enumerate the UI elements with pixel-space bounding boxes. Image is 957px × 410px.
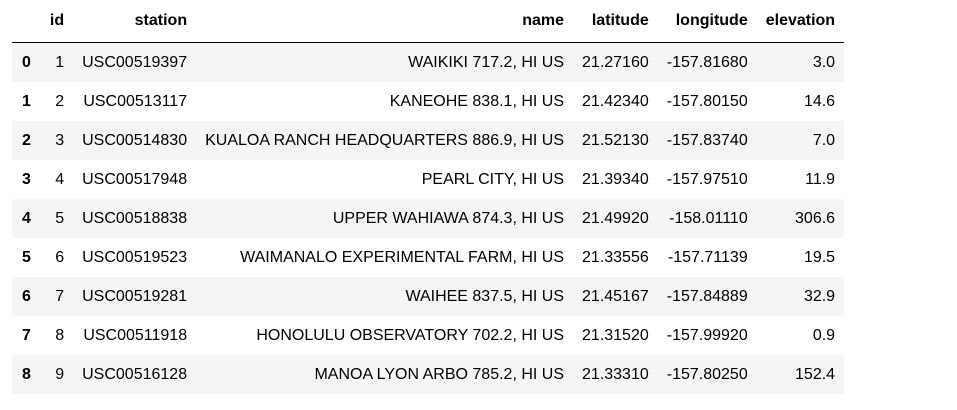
station-cell: USC00519281 [82,287,188,305]
table-row: 3 4 USC00517948 PEARL CITY, HI US 21.39340 -1… [12,160,845,199]
latitude-cell: 21.49920 [582,209,649,227]
latitude-cell: 21.39340 [582,170,649,188]
id-cell: 5 [55,209,65,227]
latitude-cell: 21.42340 [582,92,649,110]
row-index-cell: 0 [22,53,31,71]
longitude-cell: -157.80150 [666,92,748,110]
table-row: 8 9 USC00516128 MANOA LYON ARBO 785.2, HI U… [12,355,845,394]
table-row: 6 7 USC00519281 WAIHEE 837.5, HI US 21.45167… [12,277,845,316]
id-cell: 8 [55,326,65,344]
elevation-cell: 7.0 [812,131,836,149]
latitude-cell: 21.33310 [582,365,649,383]
longitude-cell: -157.97510 [666,170,748,188]
elevation-cell: 19.5 [803,248,836,266]
table-header: id station name latitude longitude eleva… [12,0,845,43]
row-index-cell: 3 [22,170,31,188]
table-row: 2 3 USC00514830 KUALOA RANCH HEADQUARTERS 8… [12,121,845,160]
id-cell: 2 [55,92,65,110]
latitude-cell: 21.27160 [582,53,649,71]
row-index-cell: 8 [22,365,31,383]
longitude-cell: -157.81680 [666,53,748,71]
dataframe-table: id station name latitude longitude eleva… [12,0,845,394]
row-index-cell: 4 [22,209,31,227]
table-row: 4 5 USC00518838 UPPER WAHIAWA 874.3, HI US 2… [12,199,845,238]
name-cell: KUALOA RANCH HEADQUARTERS 886.9, HI US [205,131,565,149]
longitude-cell: -157.99920 [666,326,748,344]
row-index-cell: 6 [22,287,31,305]
station-cell: USC00516128 [82,365,188,383]
station-cell: USC00519397 [82,53,188,71]
name-cell: KANEOHE 838.1, HI US [389,92,565,110]
elevation-cell: 11.9 [805,170,836,188]
longitude-cell: -157.83740 [666,131,748,149]
elevation-cell: 3.0 [812,53,836,71]
row-index-cell: 7 [22,326,31,344]
latitude-cell: 21.33556 [582,248,649,266]
longitude-cell: -158.01110 [669,209,748,227]
header-index [12,0,41,43]
header-id: id [40,0,74,43]
table-row: 1 2 USC00513117 KANEOHE 838.1, HI US 21.4234… [12,82,845,121]
station-cell: USC00517948 [82,170,188,188]
station-cell: USC00514830 [82,131,188,149]
longitude-cell: -157.71139 [667,248,748,266]
table-row: 7 8 USC00511918 HONOLULU OBSERVATORY 702.2,… [12,316,845,355]
station-cell: USC00511918 [83,326,188,344]
elevation-cell: 14.6 [803,92,836,110]
elevation-cell: 152.4 [795,365,836,383]
latitude-cell: 21.31520 [582,326,649,344]
row-index-cell: 5 [22,248,31,266]
row-index-cell: 1 [22,92,31,110]
longitude-cell: -157.84889 [666,287,748,305]
name-cell: PEARL CITY, HI US [421,170,565,188]
longitude-cell: -157.80250 [666,365,748,383]
header-station: station [73,0,197,43]
station-cell: USC00519523 [82,248,188,266]
elevation-cell: 306.6 [795,209,836,227]
header-longitude: longitude [657,0,757,43]
id-cell: 3 [55,131,65,149]
table-row: 0 1 USC00519397 WAIKIKI 717.2, HI US 21.2716… [12,42,845,82]
name-cell: WAIMANALO EXPERIMENTAL FARM, HI US [240,248,565,266]
header-row: id station name latitude longitude eleva… [12,0,845,43]
name-cell: UPPER WAHIAWA 874.3, HI US [332,209,565,227]
header-elevation: elevation [756,0,845,43]
id-cell: 6 [55,248,65,266]
id-cell: 4 [55,170,65,188]
elevation-cell: 0.9 [812,326,836,344]
name-cell: MANOA LYON ARBO 785.2, HI US [314,365,565,383]
row-index-cell: 2 [22,131,31,149]
elevation-cell: 32.9 [803,287,836,305]
table-body: 0 1 USC00519397 WAIKIKI 717.2, HI US 21.2716… [12,42,845,394]
header-name: name [196,0,574,43]
id-cell: 1 [55,53,65,71]
station-cell: USC00518838 [82,209,188,227]
latitude-cell: 21.45167 [582,287,649,305]
latitude-cell: 21.52130 [582,131,649,149]
id-cell: 9 [55,365,65,383]
header-latitude: latitude [573,0,658,43]
name-cell: WAIKIKI 717.2, HI US [408,53,565,71]
dataframe-output: id station name latitude longitude eleva… [12,0,845,394]
name-cell: WAIHEE 837.5, HI US [405,287,565,305]
table-row: 5 6 USC00519523 WAIMANALO EXPERIMENTAL FARM… [12,238,845,277]
name-cell: HONOLULU OBSERVATORY 702.2, HI US [256,326,565,344]
id-cell: 7 [55,287,65,305]
station-cell: USC00513117 [83,92,188,110]
